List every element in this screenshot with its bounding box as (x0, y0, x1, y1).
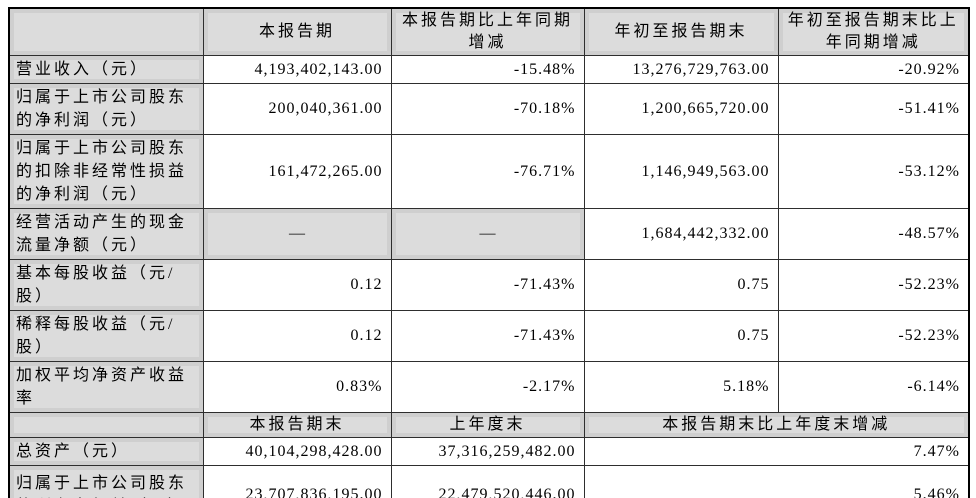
row-weighted-avg-roe: 加权平均净资产收益率 0.83% -2.17% 5.18% -6.14% (8, 361, 970, 413)
row-equity-attributable-to-shareholders: 归属于上市公司股东的所有者权益（元） 23,707,836,195.00 22,… (8, 465, 970, 498)
label-cell: 营业收入（元） (8, 55, 204, 84)
value-cell-ytd: 1,146,949,563.00 (583, 134, 779, 209)
value-cell-period: 161,472,265.00 (202, 134, 392, 209)
value-cell-period: 0.12 (202, 310, 392, 362)
row-operating-cash-flow: 经营活动产生的现金流量净额（元） — — 1,684,442,332.00 -4… (8, 208, 970, 260)
value-cell-ytd-yoy: -20.92% (777, 55, 970, 84)
financial-summary-table: 本报告期 本报告期比上年同期增减 年初至报告期末 年初至报告期末比上年同期增减 … (8, 7, 970, 498)
label-cell: 经营活动产生的现金流量净额（元） (8, 208, 204, 260)
value-cell-ytd: 13,276,729,763.00 (583, 55, 779, 84)
value-cell-current: 40,104,298,428.00 (202, 437, 392, 466)
value-cell-ytd-yoy: -6.14% (777, 361, 970, 413)
header-cell-period-yoy: 本报告期比上年同期增减 (390, 7, 585, 56)
value-cell-ytd-yoy: -51.41% (777, 83, 970, 135)
value-cell-prior: 22,479,520,446.00 (390, 465, 585, 498)
value-cell-period: 0.12 (202, 259, 392, 311)
label-cell: 归属于上市公司股东的扣除非经常性损益的净利润（元） (8, 134, 204, 209)
value-cell-period-yoy: -71.43% (390, 259, 585, 311)
value-cell-period-yoy: -70.18% (390, 83, 585, 135)
label-cell: 归属于上市公司股东的净利润（元） (8, 83, 204, 135)
label-cell: 总资产（元） (8, 437, 204, 466)
dash-cell-period-yoy: — (390, 208, 585, 260)
header-cell-prior-year-end: 上年度末 (390, 412, 585, 438)
value-cell-period-yoy: -76.71% (390, 134, 585, 209)
value-cell-ytd-yoy: -52.23% (777, 259, 970, 311)
corner-empty-cell (8, 7, 204, 56)
value-cell-period-yoy: -2.17% (390, 361, 585, 413)
value-cell-ytd-yoy: -53.12% (777, 134, 970, 209)
header-cell-ytd: 年初至报告期末 (583, 7, 779, 56)
value-cell-period-yoy: -15.48% (390, 55, 585, 84)
dash-cell-period: — (202, 208, 392, 260)
value-cell-period-yoy: -71.43% (390, 310, 585, 362)
value-cell-change: 5.46% (583, 465, 970, 498)
value-cell-period: 4,193,402,143.00 (202, 55, 392, 84)
label-cell: 基本每股收益（元/股） (8, 259, 204, 311)
row-diluted-eps: 稀释每股收益（元/股） 0.12 -71.43% 0.75 -52.23% (8, 310, 970, 362)
corner-empty-cell (8, 412, 204, 438)
value-cell-ytd: 1,200,665,720.00 (583, 83, 779, 135)
value-cell-ytd: 5.18% (583, 361, 779, 413)
value-cell-current: 23,707,836,195.00 (202, 465, 392, 498)
value-cell-ytd-yoy: -52.23% (777, 310, 970, 362)
label-cell: 稀释每股收益（元/股） (8, 310, 204, 362)
header-row-period: 本报告期 本报告期比上年同期增减 年初至报告期末 年初至报告期末比上年同期增减 (8, 7, 970, 56)
value-cell-change: 7.47% (583, 437, 970, 466)
row-basic-eps: 基本每股收益（元/股） 0.12 -71.43% 0.75 -52.23% (8, 259, 970, 311)
header-row-period-end: 本报告期末 上年度末 本报告期末比上年度末增减 (8, 412, 970, 438)
value-cell-period: 200,040,361.00 (202, 83, 392, 135)
value-cell-ytd-yoy: -48.57% (777, 208, 970, 260)
value-cell-ytd: 0.75 (583, 310, 779, 362)
row-operating-revenue: 营业收入（元） 4,193,402,143.00 -15.48% 13,276,… (8, 55, 970, 84)
row-total-assets: 总资产（元） 40,104,298,428.00 37,316,259,482.… (8, 437, 970, 466)
header-cell-ytd-yoy: 年初至报告期末比上年同期增减 (777, 7, 970, 56)
row-net-profit-excl-nonrecurring: 归属于上市公司股东的扣除非经常性损益的净利润（元） 161,472,265.00… (8, 134, 970, 209)
row-net-profit: 归属于上市公司股东的净利润（元） 200,040,361.00 -70.18% … (8, 83, 970, 135)
value-cell-ytd: 0.75 (583, 259, 779, 311)
label-cell: 归属于上市公司股东的所有者权益（元） (8, 465, 204, 498)
value-cell-ytd: 1,684,442,332.00 (583, 208, 779, 260)
header-cell-period: 本报告期 (202, 7, 392, 56)
value-cell-period: 0.83% (202, 361, 392, 413)
value-cell-prior: 37,316,259,482.00 (390, 437, 585, 466)
label-cell: 加权平均净资产收益率 (8, 361, 204, 413)
header-cell-period-end: 本报告期末 (202, 412, 392, 438)
header-cell-period-end-change: 本报告期末比上年度末增减 (583, 412, 970, 438)
